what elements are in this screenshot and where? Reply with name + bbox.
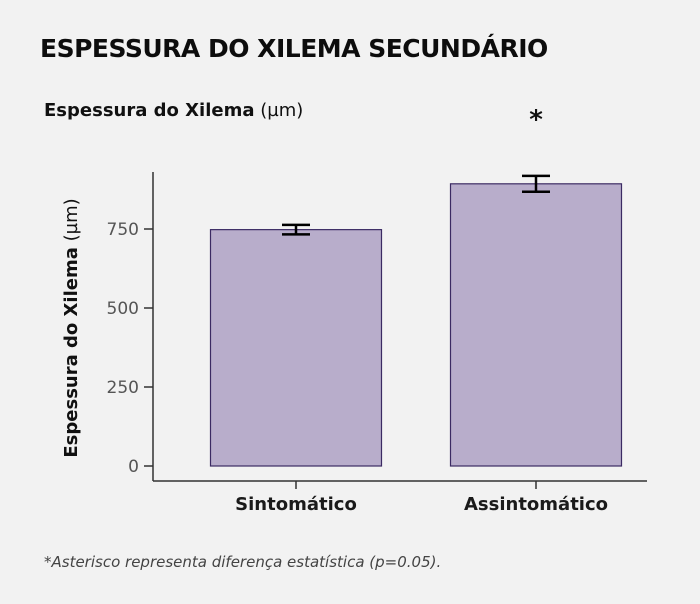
y-tick-label-3: 750: [107, 220, 139, 240]
chart-title: ESPESSURA DO XILEMA SECUNDÁRIO: [40, 34, 548, 63]
chart-axes: [144, 172, 647, 489]
bar-1: [449, 183, 623, 467]
y-tick-label-0: 0: [128, 457, 139, 477]
y-axis-label-unit: (µm): [61, 198, 82, 241]
chart-subtitle: Espessura do Xilema (µm): [44, 100, 303, 121]
y-axis-label-text: Espessura do Xilema: [61, 247, 82, 457]
y-axis-label: Espessura do Xilema (µm): [61, 198, 82, 457]
footnote: *Asterisco representa diferença estatíst…: [44, 553, 442, 571]
y-tick-label-1: 250: [107, 378, 139, 398]
subtitle-label: Espessura do Xilema: [44, 100, 255, 121]
subtitle-unit: (µm): [260, 100, 304, 121]
significance-marker-1: *: [529, 105, 543, 135]
bar-0: [209, 229, 383, 467]
y-tick-label-2: 500: [107, 299, 139, 319]
x-category-label-1: Assintomático: [464, 494, 608, 515]
chart-labels: 0 250 500 750 Sintomático Assintomático *: [107, 105, 608, 515]
x-category-label-0: Sintomático: [235, 494, 357, 515]
chart-bars: [209, 174, 623, 467]
